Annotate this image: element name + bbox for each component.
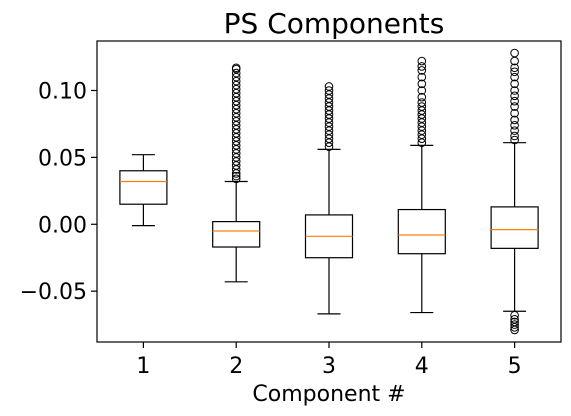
x-axis-label: Component # — [252, 382, 405, 407]
iqr-box — [120, 171, 167, 204]
box-group-4 — [398, 57, 445, 312]
flier-point — [511, 49, 519, 57]
x-tick-label: 3 — [322, 354, 336, 379]
x-tick-label: 4 — [415, 354, 429, 379]
plot-area — [120, 49, 538, 334]
iqr-box — [398, 210, 445, 254]
x-axis: 1 2 3 4 5 — [136, 342, 521, 379]
y-axis: 0.10 0.05 0.00 −0.05 — [20, 79, 97, 305]
box-group-1 — [120, 155, 167, 226]
x-tick-label: 2 — [229, 354, 243, 379]
flier-point — [418, 57, 426, 65]
box-group-5 — [491, 49, 538, 334]
x-tick-label: 5 — [508, 354, 522, 379]
box-group-2 — [213, 64, 260, 282]
y-tick-label: −0.05 — [20, 280, 87, 305]
box-group-3 — [306, 83, 353, 314]
iqr-box — [213, 222, 260, 247]
y-tick-label: 0.00 — [38, 213, 87, 238]
x-tick-label: 1 — [136, 354, 150, 379]
iqr-box — [491, 207, 538, 248]
y-tick-label: 0.05 — [38, 146, 87, 171]
chart-title: PS Components — [224, 7, 445, 40]
y-tick-label: 0.10 — [38, 79, 87, 104]
